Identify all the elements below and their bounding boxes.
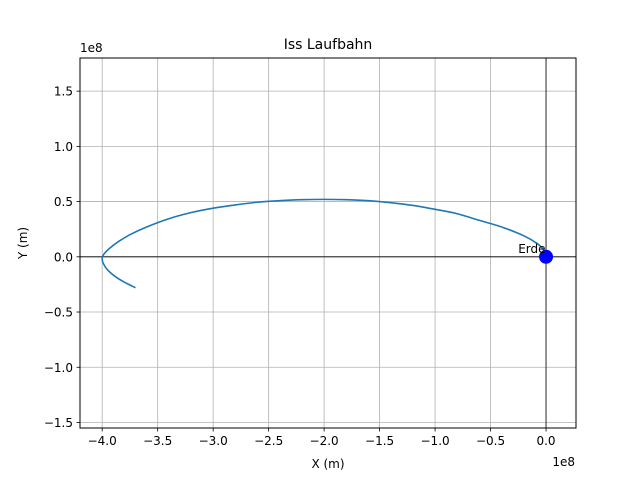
y-tick-label: 0.0 — [54, 250, 73, 264]
x-tick-label: −2.0 — [310, 434, 339, 448]
y-tick-label: 1.0 — [54, 140, 73, 154]
x-offset-text: 1e8 — [552, 455, 575, 469]
y-tick-label: −1.5 — [44, 416, 73, 430]
earth-label: Erde — [518, 242, 545, 256]
y-tick-label: 1.5 — [54, 85, 73, 99]
plot-frame — [79, 57, 577, 429]
x-axis-label: X (m) — [311, 457, 344, 471]
x-tick-label: −4.0 — [88, 434, 117, 448]
x-tick-label: −2.5 — [254, 434, 283, 448]
chart-title: Iss Laufbahn — [284, 37, 373, 53]
x-tick-label: −0.5 — [476, 434, 505, 448]
zero-lines — [80, 58, 576, 428]
x-tick-label: 0.0 — [536, 434, 555, 448]
y-offset-text: 1e8 — [80, 41, 103, 55]
earth-marker — [539, 249, 554, 264]
y-tick-label: −0.5 — [44, 306, 73, 320]
marker-layer: Erde — [518, 242, 554, 264]
y-tick-label: −1.0 — [44, 361, 73, 375]
x-tick-label: −3.5 — [143, 434, 172, 448]
y-axis-label: Y (m) — [16, 227, 30, 260]
orbit-line — [101, 198, 547, 289]
x-tick-label: −1.5 — [365, 434, 394, 448]
series-layer — [101, 198, 547, 289]
y-tick-label: 0.5 — [54, 195, 73, 209]
x-tick-label: −1.0 — [421, 434, 450, 448]
x-tick-label: −3.0 — [199, 434, 228, 448]
ticks-layer: −4.0 −3.5 −3.0 −2.5 −2.0 −1.5 −1.0 −0.5 0.0 −1.5 −… — [44, 85, 556, 448]
